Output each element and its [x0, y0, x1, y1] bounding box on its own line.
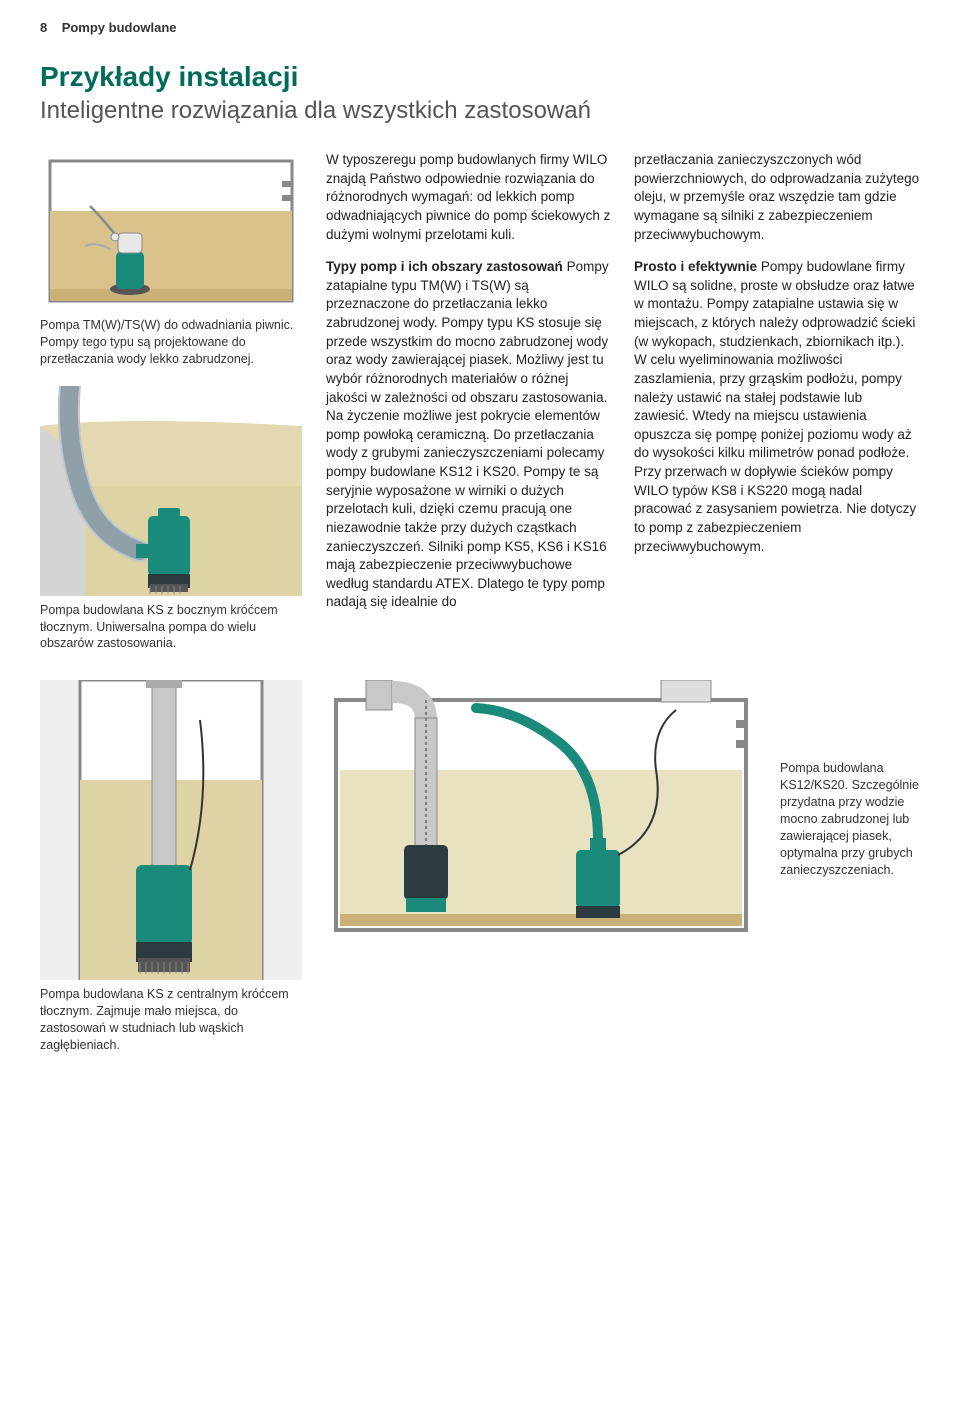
figure-ks12-ks20	[326, 680, 756, 940]
content-columns: Pompa TM(W)/TS(W) do odwadniania piwnic.…	[40, 151, 920, 670]
left-column: Pompa TM(W)/TS(W) do odwadniania piwnic.…	[40, 151, 302, 670]
page-title: Przykłady instalacji	[40, 61, 920, 93]
bottom-row: Pompa budowlana KS z centralnym króćcem …	[40, 680, 920, 1072]
bottom-right-caption: Pompa budowlana KS12/KS20. Szczególnie p…	[780, 680, 920, 1072]
bottom-left: Pompa budowlana KS z centralnym króćcem …	[40, 680, 302, 1072]
page-header: 8 Pompy budowlane	[40, 20, 920, 35]
right-para-2: Prosto i efektywnie Pompy budowlane firm…	[634, 258, 920, 556]
mid-para-2-body: Pompy zatapialne typu TM(W) i TS(W) są p…	[326, 259, 609, 609]
mid-para-2-head: Typy pomp i ich obszary zastosowań	[326, 259, 563, 274]
figure-ks-central	[40, 680, 302, 980]
text-columns: W typoszeregu pomp budowlanych firmy WIL…	[326, 151, 920, 670]
right-column: przetłaczania zanieczyszczonych wód powi…	[634, 151, 920, 670]
middle-column: W typoszeregu pomp budowlanych firmy WIL…	[326, 151, 612, 670]
figure-1-caption: Pompa TM(W)/TS(W) do odwadniania piwnic.…	[40, 317, 302, 368]
figure-ks-side	[40, 386, 302, 596]
section-title: Pompy budowlane	[62, 20, 177, 35]
figure-2-caption: Pompa budowlana KS z bocznym króćcem tło…	[40, 602, 302, 653]
right-para-1: przetłaczania zanieczyszczonych wód powi…	[634, 151, 920, 244]
right-para-2-body: Pompy budowlane firmy WILO są solidne, p…	[634, 259, 916, 553]
page-subtitle: Inteligentne rozwiązania dla wszystkich …	[40, 97, 920, 125]
mid-para-1: W typoszeregu pomp budowlanych firmy WIL…	[326, 151, 612, 244]
figure-3-caption: Pompa budowlana KS z centralnym króćcem …	[40, 986, 302, 1054]
figure-tm-ts	[40, 151, 302, 311]
right-para-2-head: Prosto i efektywnie	[634, 259, 757, 274]
page-number: 8	[40, 20, 47, 35]
bottom-mid	[326, 680, 756, 1072]
mid-para-2: Typy pomp i ich obszary zastosowań Pompy…	[326, 258, 612, 612]
